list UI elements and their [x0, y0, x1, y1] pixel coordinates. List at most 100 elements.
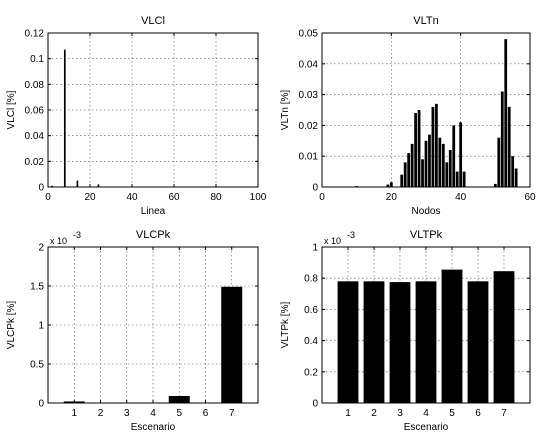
y-axis-multiplier: x 10: [50, 236, 67, 246]
chart-title: VLTPk: [410, 229, 443, 241]
bar: [363, 281, 385, 403]
x-axis-label: Escenario: [131, 422, 176, 433]
y-tick-label: 0.03: [299, 90, 319, 101]
y-tick-label: 1: [312, 243, 318, 254]
x-tick-label: 80: [210, 192, 222, 203]
x-tick-label: 2: [98, 408, 104, 419]
x-tick-label: 40: [455, 192, 467, 203]
bar: [507, 106, 511, 187]
y-tick-label: 0.04: [25, 131, 45, 142]
bar: [386, 184, 390, 187]
x-axis-label: Linea: [141, 206, 166, 217]
bar: [467, 281, 489, 403]
bar: [452, 125, 456, 187]
bar: [51, 185, 54, 187]
y-tick-label: 0: [312, 183, 318, 194]
x-axis-label: Escenario: [404, 422, 449, 433]
bar: [407, 153, 411, 187]
bar: [431, 106, 435, 187]
subplot-3: 1 2 3 4 5 6 7 0 0.5 1 1.5 2 VLCPk Escenario VLCPk [%] x…: [6, 229, 259, 433]
axes-box: [321, 32, 531, 188]
bar: [448, 150, 452, 187]
x-tick-label: 0: [45, 192, 51, 203]
y-tick-label: 0.8: [304, 274, 318, 285]
x-tick-label: 6: [475, 408, 481, 419]
y-tick-label: 0.08: [25, 80, 45, 91]
bar: [400, 174, 404, 187]
bar: [421, 159, 424, 187]
y-tick-label: 2: [38, 243, 44, 254]
y-tick-label: 0.01: [299, 152, 319, 163]
x-tick-label: 7: [229, 408, 235, 419]
x-tick-label: 3: [124, 408, 130, 419]
x-tick-label: 5: [176, 408, 182, 419]
x-tick-label: 3: [397, 408, 403, 419]
x-tick-label: 40: [126, 192, 138, 203]
bar: [435, 103, 438, 187]
bar: [221, 286, 243, 403]
bar: [493, 183, 497, 187]
bar: [493, 271, 515, 403]
x-tick-label: 0: [319, 192, 325, 203]
bar: [441, 143, 445, 187]
subplot-4: 1 2 3 4 5 6 7 0 0.2 0.4 0.6 0.8 1 VLTPk Escenario VLTPk…: [280, 229, 531, 433]
y-tick-label: 0.5: [30, 360, 44, 371]
bar: [415, 281, 437, 403]
bar: [414, 113, 417, 187]
x-tick-label: 1: [345, 408, 351, 419]
y-tick-label: 0.1: [30, 54, 44, 65]
y-axis-exponent: -3: [73, 230, 81, 240]
x-tick-label: 6: [203, 408, 209, 419]
y-tick-label: 0.04: [299, 59, 319, 70]
bar: [63, 49, 66, 187]
bar: [514, 168, 518, 187]
bar: [417, 110, 421, 187]
x-tick-label: 100: [250, 192, 267, 203]
bar: [462, 171, 466, 187]
bar: [504, 39, 508, 187]
bar: [424, 140, 428, 187]
bar: [76, 180, 79, 187]
y-tick-label: 0.06: [25, 106, 45, 117]
bar: [500, 91, 504, 187]
bar: [459, 122, 463, 187]
x-tick-label: 60: [168, 192, 180, 203]
x-tick-label: 5: [449, 408, 455, 419]
y-tick-label: 1.5: [30, 282, 44, 293]
y-tick-label: 1: [38, 321, 44, 332]
y-tick-label: 0.12: [25, 29, 45, 40]
bar: [97, 184, 100, 187]
y-tick-label: 0: [38, 183, 44, 194]
bar: [410, 143, 414, 187]
x-tick-label: 4: [150, 408, 156, 419]
bar: [497, 137, 501, 187]
y-axis-multiplier: x 10: [324, 236, 341, 246]
x-axis-label: Nodos: [412, 206, 441, 217]
y-axis-label: VLTPk [%]: [280, 302, 291, 349]
x-tick-label: 7: [501, 408, 507, 419]
bar: [403, 162, 407, 187]
bar: [168, 395, 190, 403]
x-tick-label: 60: [524, 192, 536, 203]
bar: [438, 137, 442, 187]
bar: [389, 282, 411, 403]
x-tick-label: 20: [84, 192, 96, 203]
bar: [441, 269, 463, 403]
y-axis-label: VLCl [%]: [6, 90, 17, 129]
subplot-2: 0 20 40 60 0 0.01 0.02 0.03 0.04 0.05 VLTn Nodos VLT…: [280, 15, 536, 217]
x-tick-label: 20: [386, 192, 398, 203]
x-tick-label: 4: [423, 408, 429, 419]
y-tick-label: 0.4: [304, 336, 318, 347]
y-tick-label: 0: [312, 399, 318, 410]
chart-title: VLCPk: [136, 229, 171, 241]
x-tick-label: 2: [371, 408, 377, 419]
bar: [428, 134, 431, 187]
y-tick-label: 0.05: [299, 29, 319, 40]
subplot-1: 0 20 40 60 80 100 0 0.02 0.04 0.06 0.08 0.1 0.12 VLCl…: [6, 15, 267, 217]
chart-title: VLCl: [141, 15, 165, 27]
bar: [511, 156, 515, 187]
bar: [455, 171, 459, 187]
y-tick-label: 0.2: [304, 367, 318, 378]
y-axis-label: VLCPk [%]: [6, 301, 17, 350]
